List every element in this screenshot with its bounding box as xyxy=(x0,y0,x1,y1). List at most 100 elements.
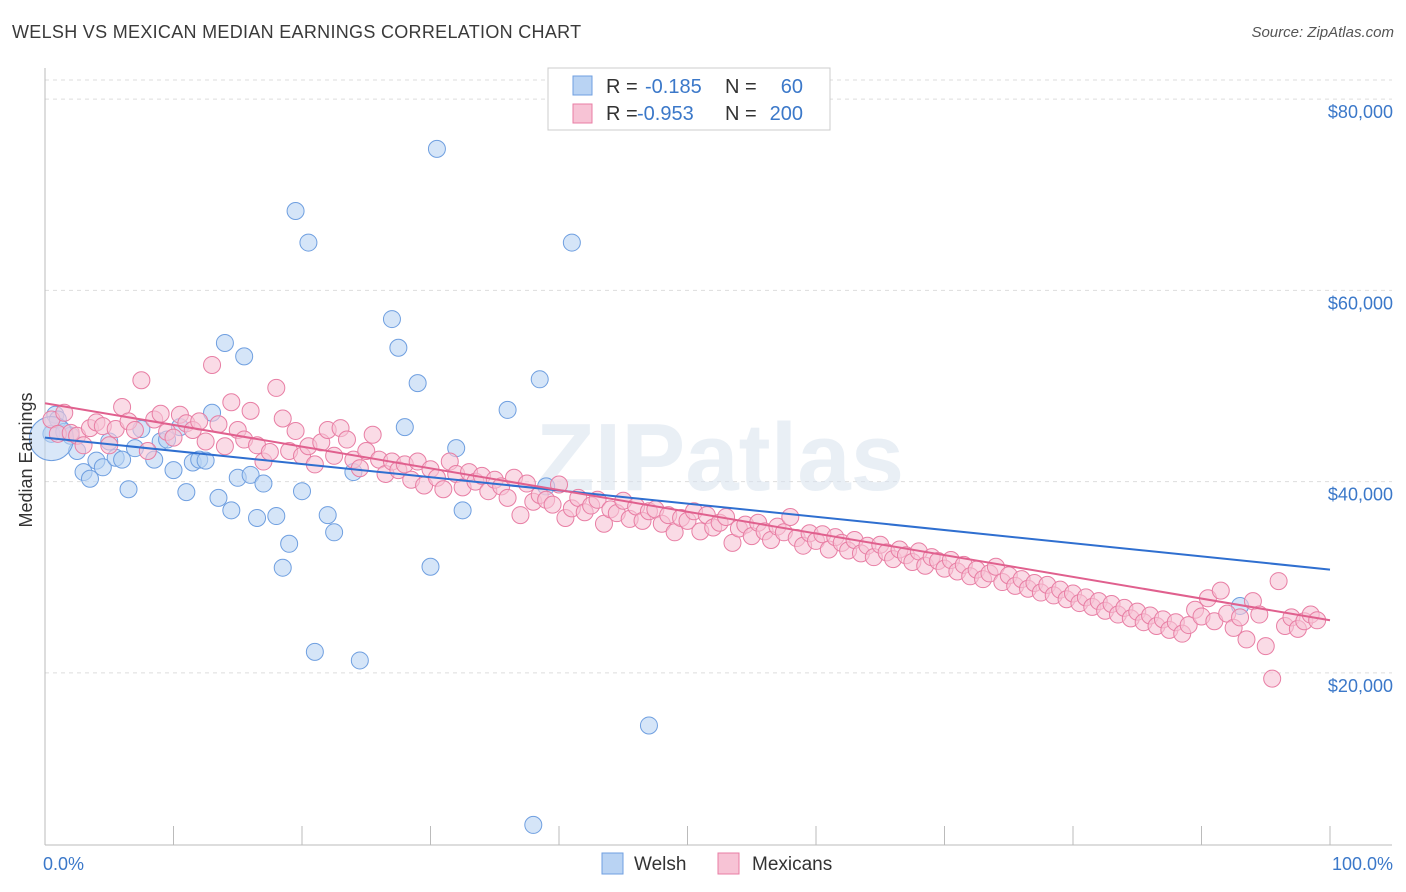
bottom-legend-mexicans-label: Mexicans xyxy=(752,854,832,875)
welsh-point xyxy=(498,400,517,419)
legend-mexicans-n-label: N = xyxy=(725,103,757,125)
welsh-point xyxy=(164,461,183,480)
mexicans-trend-line xyxy=(44,402,1331,622)
mexicans-point xyxy=(1250,605,1269,624)
mexicans-point xyxy=(337,430,356,449)
y-tick-label: $20,000 xyxy=(1328,676,1393,696)
legend-welsh-r-value: -0.185 xyxy=(645,76,702,98)
welsh-point xyxy=(562,233,581,252)
mexicans-point xyxy=(363,425,382,444)
welsh-point xyxy=(80,469,99,488)
mexicans-point xyxy=(125,420,144,439)
y-tick-label: $40,000 xyxy=(1328,485,1393,505)
welsh-point xyxy=(254,474,273,493)
bottom-legend: Welsh Mexicans xyxy=(601,852,832,875)
y-tick-label: $80,000 xyxy=(1328,102,1393,122)
mexicans-point xyxy=(138,442,157,461)
mexicans-point xyxy=(196,432,215,451)
welsh-point xyxy=(293,482,311,501)
mexicans-point xyxy=(164,428,183,447)
mexicans-point xyxy=(74,436,93,455)
welsh-trend-line xyxy=(44,436,1331,571)
mexicans-point xyxy=(267,378,286,397)
welsh-point xyxy=(248,508,267,527)
mexicans-point xyxy=(498,488,517,507)
trend-lines xyxy=(44,402,1331,622)
welsh-point xyxy=(305,642,324,661)
welsh-point xyxy=(241,465,260,484)
welsh-point xyxy=(273,558,292,577)
mexicans-point xyxy=(286,421,305,440)
welsh-point xyxy=(286,202,305,221)
legend-mexicans-r-value: -0.953 xyxy=(637,103,694,125)
bottom-legend-welsh-label: Welsh xyxy=(634,854,686,875)
mexicans-point xyxy=(1179,616,1198,635)
legend-welsh-n-value: 60 xyxy=(781,76,803,98)
mexicans-point xyxy=(781,508,800,527)
mexicans-point xyxy=(357,442,376,461)
mexicans-point xyxy=(203,355,222,374)
welsh-point xyxy=(382,310,401,329)
welsh-point xyxy=(93,458,112,477)
welsh-point xyxy=(113,450,132,469)
x-tick-label: 0.0% xyxy=(43,854,84,874)
welsh-point xyxy=(395,418,414,437)
welsh-point xyxy=(267,507,286,526)
mexicans-point xyxy=(434,480,453,499)
welsh-point xyxy=(222,501,241,520)
welsh-point xyxy=(427,139,446,158)
welsh-point xyxy=(299,233,318,252)
mexicans-point xyxy=(151,404,170,423)
welsh-point xyxy=(453,501,472,520)
welsh-point xyxy=(421,557,440,576)
welsh-point xyxy=(408,374,427,393)
mexicans-point xyxy=(215,437,234,456)
mexicans-point xyxy=(260,442,279,461)
legend-mexicans-r-label: R = xyxy=(606,103,638,125)
mexicans-point xyxy=(273,409,292,428)
mexicans-point xyxy=(543,495,562,514)
mexicans-point xyxy=(209,415,228,434)
welsh-point xyxy=(119,480,138,499)
welsh-point xyxy=(196,451,215,470)
mexicans-point xyxy=(1256,637,1275,656)
mexicans-point xyxy=(55,403,74,422)
legend-welsh-r-label: R = xyxy=(606,76,638,98)
x-tick-labels: 0.0% 100.0% xyxy=(43,854,1393,874)
chart-title: WELSH VS MEXICAN MEDIAN EARNINGS CORRELA… xyxy=(12,22,582,42)
mexicans-point xyxy=(511,506,530,525)
welsh-point xyxy=(215,333,234,352)
welsh-point xyxy=(235,347,254,366)
welsh-point xyxy=(177,483,196,502)
y-tick-labels: $20,000 $40,000 $60,000 $80,000 xyxy=(1328,102,1393,696)
y-tick-label: $60,000 xyxy=(1328,293,1393,313)
welsh-point xyxy=(524,815,543,834)
x-tick-label: 100.0% xyxy=(1332,854,1393,874)
mexicans-point xyxy=(241,401,260,420)
legend-mexicans-n-value: 200 xyxy=(770,103,803,125)
welsh-point xyxy=(280,534,299,553)
mexicans-point xyxy=(1269,572,1288,591)
mexicans-point xyxy=(222,393,241,412)
mexicans-point xyxy=(1237,630,1256,649)
mexicans-point xyxy=(350,459,369,478)
mexicans-point xyxy=(1211,581,1230,600)
mexicans-point xyxy=(132,371,151,390)
welsh-point xyxy=(350,651,369,670)
welsh-point xyxy=(639,716,658,735)
mexicans-point xyxy=(325,446,344,465)
grid-lines xyxy=(45,79,1392,674)
bottom-legend-mexicans-swatch xyxy=(717,852,740,875)
mexicans-point xyxy=(1308,611,1327,630)
legend-mexicans-swatch xyxy=(572,103,593,124)
welsh-point xyxy=(530,370,549,389)
welsh-point xyxy=(389,338,408,357)
welsh-point xyxy=(209,488,228,507)
welsh-point xyxy=(318,506,337,525)
mexicans-point xyxy=(1263,669,1282,688)
legend-welsh-n-label: N = xyxy=(725,76,757,98)
legend-welsh-swatch xyxy=(572,75,593,96)
top-legend: R = -0.185 N = 60 R = -0.953 N = 200 xyxy=(547,67,831,131)
y-axis-label: Median Earnings xyxy=(16,392,36,527)
